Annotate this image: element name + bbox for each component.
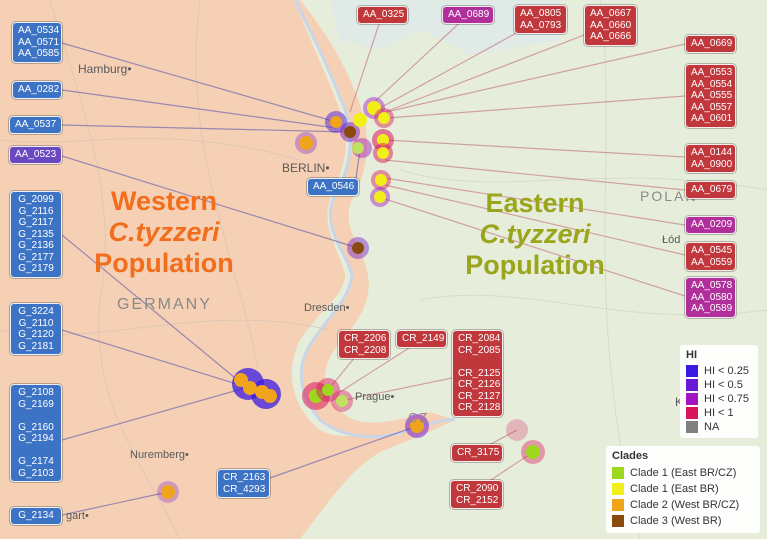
sample-label-aa0578[interactable]: AA_0578 AA_0580 AA_0589: [685, 277, 736, 318]
sample-label-aa0209[interactable]: AA_0209: [685, 216, 736, 234]
hi-legend-label: HI < 1: [704, 407, 734, 419]
hi-legend-label: HI < 0.25: [704, 365, 749, 377]
clades-legend-item: Clade 1 (East BR): [612, 481, 754, 497]
clades-legend-label: Clade 2 (West BR/CZ): [630, 499, 740, 511]
sample-label-cr2163[interactable]: CR_2163 CR_4293: [217, 469, 270, 498]
clades-legend-swatch: [612, 483, 624, 495]
eastern-population-title: Eastern C.tyzzeri Population: [455, 188, 615, 281]
sample-label-aa0534[interactable]: AA_0534 AA_0571 AA_0585: [12, 22, 62, 63]
clades-legend: Clades Clade 1 (East BR/CZ) Clade 1 (Eas…: [606, 446, 760, 533]
hi-legend-item: HI < 0.75: [686, 392, 752, 406]
city-dresden: Dresden•: [304, 302, 350, 314]
western-title-line3: Population: [94, 248, 234, 278]
hi-legend-label: HI < 0.75: [704, 393, 749, 405]
hi-legend-swatch: [686, 365, 698, 377]
hi-legend: HI HI < 0.25 HI < 0.5 HI < 0.75 HI < 1 N…: [680, 345, 758, 438]
sample-label-aa0545[interactable]: AA_0545 AA_0559: [685, 242, 736, 271]
hi-legend-label: NA: [704, 421, 720, 433]
sample-label-aa0805[interactable]: AA_0805 AA_0793: [514, 5, 567, 34]
sample-label-aa0669[interactable]: AA_0669: [685, 35, 736, 53]
sample-label-aa0282[interactable]: AA_0282: [12, 81, 62, 99]
sample-label-aa0523[interactable]: AA_0523: [9, 146, 62, 164]
hi-legend-title: HI: [686, 349, 697, 361]
country-germany: GERMANY: [117, 296, 212, 313]
western-population-title: Western C.tyzzeri Population: [84, 186, 244, 279]
clades-legend-swatch: [612, 499, 624, 511]
eastern-title-line2: C.tyzzeri: [479, 219, 591, 249]
western-title-line2: C.tyzzeri: [108, 217, 220, 247]
sample-label-aa0689[interactable]: AA_0689: [442, 6, 494, 24]
sample-label-aa0679[interactable]: AA_0679: [685, 181, 736, 199]
clades-legend-swatch: [612, 467, 624, 479]
clades-legend-label: Clade 1 (East BR/CZ): [630, 467, 737, 479]
sample-points[interactable]: [157, 97, 545, 503]
hi-legend-swatch: [686, 379, 698, 391]
hi-legend-label: HI < 0.5: [704, 379, 743, 391]
sample-label-cr2206[interactable]: CR_2206 CR_2208: [338, 330, 390, 359]
clades-legend-label: Clade 1 (East BR): [630, 483, 719, 495]
hi-legend-swatch: [686, 393, 698, 405]
sample-label-cr3175[interactable]: CR_3175: [451, 444, 503, 462]
sample-label-cr2084[interactable]: CR_2084 CR_2085 CR_2125 CR_2126 CR_2127 …: [452, 330, 503, 417]
city-lodz: Łód: [662, 234, 681, 246]
clades-legend-item: Clade 3 (West BR): [612, 513, 754, 529]
clades-legend-label: Clade 3 (West BR): [630, 515, 722, 527]
sample-label-g2134[interactable]: G_2134: [10, 507, 62, 525]
sample-label-g2099[interactable]: G_2099 G_2116 G_2117 G_2135 G_2136 G_217…: [10, 191, 62, 278]
sample-label-aa0553[interactable]: AA_0553 AA_0554 AA_0555 AA_0557 AA_0601: [685, 64, 736, 128]
sample-label-g2108[interactable]: G_2108 G_2169 G_2160 G_2194 G_2174 G_210…: [10, 384, 62, 482]
connector-lines-east: [327, 14, 686, 491]
city-hamburg: Hamburg•: [78, 62, 132, 76]
city-krakow: K: [675, 395, 684, 409]
clades-legend-title: Clades: [612, 450, 649, 462]
hi-legend-swatch: [686, 407, 698, 419]
hi-legend-swatch: [686, 421, 698, 433]
city-stuttgart: gart•: [66, 510, 89, 522]
hi-legend-item: HI < 1: [686, 406, 752, 420]
clades-legend-swatch: [612, 515, 624, 527]
connector-lines-west: [61, 42, 418, 516]
clades-legend-item: Clade 1 (East BR/CZ): [612, 465, 754, 481]
sample-label-aa0537[interactable]: AA_0537: [9, 116, 62, 134]
hi-legend-item: NA: [686, 420, 752, 434]
city-berlin: BERLIN•: [282, 161, 330, 175]
sample-label-g3224[interactable]: G_3224 G_2110 G_2120 G_2181: [10, 303, 62, 355]
sample-label-aa0546[interactable]: AA_0546: [307, 178, 359, 196]
eastern-title-line3: Population: [465, 250, 605, 280]
sample-label-aa0325[interactable]: AA_0325: [357, 6, 408, 24]
sample-label-aa0667[interactable]: AA_0667 AA_0660 AA_0666: [584, 5, 637, 46]
sample-label-cr2090[interactable]: CR_2090 CR_2152: [450, 480, 503, 509]
sample-label-aa0144[interactable]: AA_0144 AA_0900: [685, 144, 736, 173]
western-title-line1: Western: [110, 186, 218, 216]
city-nuremberg: Nuremberg•: [130, 449, 189, 461]
clades-legend-item: Clade 2 (West BR/CZ): [612, 497, 754, 513]
country-czechia: CZ: [408, 410, 430, 425]
region-border: [293, 0, 456, 439]
country-poland: POLAN: [640, 188, 698, 204]
hi-legend-item: HI < 0.5: [686, 378, 752, 392]
hi-legend-item: HI < 0.25: [686, 364, 752, 378]
city-prague: Prague•: [355, 391, 395, 403]
sample-label-cr2149[interactable]: CR_2149: [396, 330, 447, 348]
eastern-title-line1: Eastern: [485, 188, 585, 218]
